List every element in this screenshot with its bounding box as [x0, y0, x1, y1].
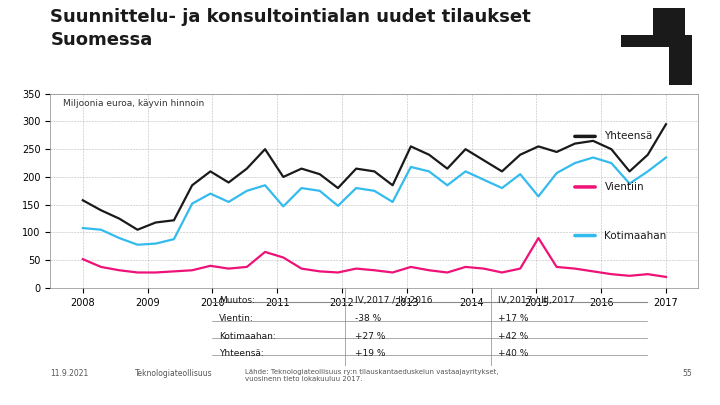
Text: Vientiin: Vientiin [604, 182, 644, 192]
Text: IV,2017 / IV,2016: IV,2017 / IV,2016 [355, 296, 433, 305]
Text: -38 %: -38 % [355, 314, 381, 324]
Text: Teknologiateollisuus: Teknologiateollisuus [135, 369, 212, 378]
Text: 11.9.2021: 11.9.2021 [50, 369, 89, 378]
Text: Suunnittelu- ja konsultointialan uudet tilaukset
Suomessa: Suunnittelu- ja konsultointialan uudet t… [50, 8, 531, 49]
Text: Miljoonia euroa, käyvin hinnoin: Miljoonia euroa, käyvin hinnoin [63, 100, 204, 109]
Text: IV,2017 / III,2017: IV,2017 / III,2017 [498, 296, 574, 305]
Text: 55: 55 [682, 369, 692, 378]
Text: Kotimaahan:: Kotimaahan: [219, 332, 276, 341]
Text: Yhteensä:: Yhteensä: [219, 349, 264, 358]
FancyBboxPatch shape [621, 36, 685, 47]
Text: Vientin:: Vientin: [219, 314, 253, 324]
Text: Yhteensä: Yhteensä [604, 131, 653, 141]
Text: +17 %: +17 % [498, 314, 528, 324]
Text: Kotimaahan: Kotimaahan [604, 230, 667, 241]
Text: +27 %: +27 % [355, 332, 385, 341]
Text: +19 %: +19 % [355, 349, 385, 358]
FancyBboxPatch shape [669, 36, 692, 85]
Text: +42 %: +42 % [498, 332, 528, 341]
Text: Muutos:: Muutos: [219, 296, 255, 305]
Text: Lähde: Teknologiateollisuus ry:n tilauskantaeduskelun vastaajayritykset,
vuosine: Lähde: Teknologiateollisuus ry:n tilausk… [245, 369, 498, 382]
Text: +40 %: +40 % [498, 349, 528, 358]
FancyBboxPatch shape [653, 8, 685, 47]
